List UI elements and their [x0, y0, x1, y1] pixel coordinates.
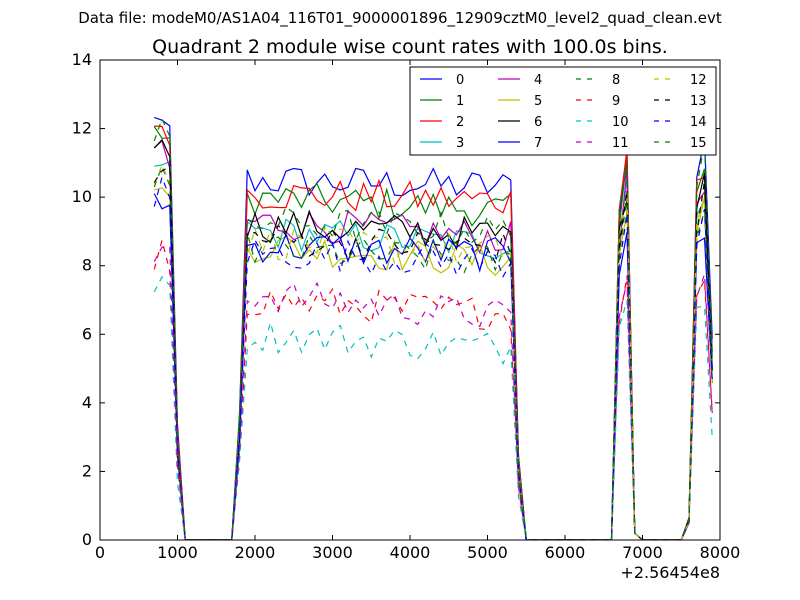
- legend-label-15: 15: [690, 136, 707, 151]
- x-tick-label: 2000: [235, 543, 276, 562]
- x-tick-label: 6000: [545, 543, 586, 562]
- legend-label-0: 0: [456, 73, 464, 88]
- x-tick-label: 5000: [467, 543, 508, 562]
- plot-area: [153, 116, 713, 540]
- x-tick-label: 7000: [622, 543, 663, 562]
- legend-label-7: 7: [534, 136, 542, 151]
- series-line-1: [153, 126, 713, 540]
- legend-label-14: 14: [690, 115, 707, 130]
- x-tick-label: 8000: [700, 543, 741, 562]
- x-tick-label: 1000: [157, 543, 198, 562]
- legend-box: [409, 66, 717, 156]
- legend-label-4: 4: [534, 73, 542, 88]
- legend-label-12: 12: [690, 73, 707, 88]
- legend-label-3: 3: [456, 136, 464, 151]
- y-tick-label: 4: [82, 393, 92, 412]
- data-file-suptitle: Data file: modeM0/AS1A04_116T01_90000018…: [78, 9, 722, 28]
- series-line-12: [153, 163, 713, 540]
- series-line-15: [153, 117, 713, 540]
- series-line-10: [153, 275, 713, 540]
- x-offset-label: +2.56454e8: [620, 563, 720, 582]
- axes: 0 1000 2000 3000 4000 5000 6000 7000 8000+2.5645…: [72, 50, 741, 582]
- x-tick-label: 3000: [312, 543, 353, 562]
- y-tick-label: 2: [82, 461, 92, 480]
- series-line-13: [153, 165, 713, 540]
- y-tick-label: 10: [72, 187, 92, 206]
- y-tick-label: 12: [72, 119, 92, 138]
- x-tick-label: 0: [95, 543, 105, 562]
- series-line-14: [153, 175, 713, 540]
- legend-label-11: 11: [612, 136, 629, 151]
- chart-title: Quadrant 2 module wise count rates with …: [152, 36, 668, 58]
- legend-label-9: 9: [612, 94, 620, 109]
- x-tick-label: 4000: [390, 543, 431, 562]
- legend-label-5: 5: [534, 94, 542, 109]
- legend-label-6: 6: [534, 115, 542, 130]
- series-line-9: [153, 238, 713, 540]
- series-line-11: [153, 246, 713, 540]
- y-tick-label: 14: [72, 50, 92, 69]
- y-tick-label: 0: [82, 530, 92, 549]
- legend-label-2: 2: [456, 115, 464, 130]
- legend-label-13: 13: [690, 94, 707, 109]
- legend-label-1: 1: [456, 94, 464, 109]
- y-tick-label: 6: [82, 324, 92, 343]
- legend-label-10: 10: [612, 115, 629, 130]
- y-tick-label: 8: [82, 256, 92, 275]
- legend-label-8: 8: [612, 73, 620, 88]
